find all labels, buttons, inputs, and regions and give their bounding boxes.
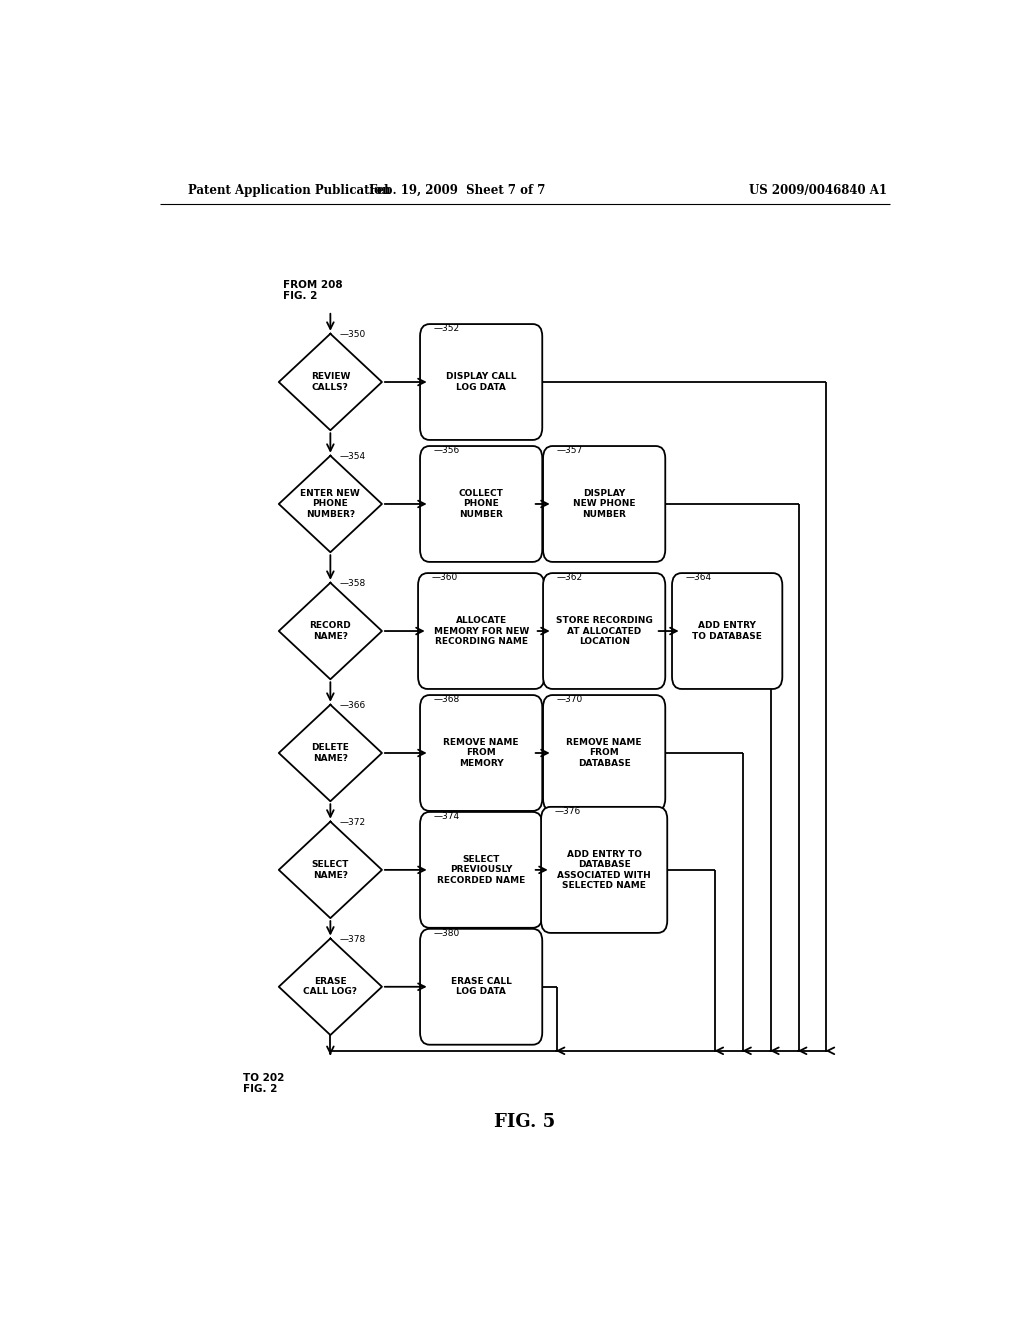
Text: RECORD
NAME?: RECORD NAME?: [309, 622, 351, 640]
Text: REMOVE NAME
FROM
DATABASE: REMOVE NAME FROM DATABASE: [566, 738, 642, 768]
Text: —364: —364: [685, 573, 712, 582]
FancyBboxPatch shape: [543, 696, 666, 810]
Text: DELETE
NAME?: DELETE NAME?: [311, 743, 349, 763]
Text: ALLOCATE
MEMORY FOR NEW
RECORDING NAME: ALLOCATE MEMORY FOR NEW RECORDING NAME: [433, 616, 528, 645]
Text: ERASE CALL
LOG DATA: ERASE CALL LOG DATA: [451, 977, 512, 997]
FancyBboxPatch shape: [543, 446, 666, 562]
Polygon shape: [279, 582, 382, 680]
Text: —358: —358: [340, 579, 367, 587]
Text: TO 202
FIG. 2: TO 202 FIG. 2: [243, 1073, 285, 1094]
FancyBboxPatch shape: [420, 812, 543, 928]
Text: Patent Application Publication: Patent Application Publication: [187, 183, 390, 197]
Text: —368: —368: [433, 696, 460, 704]
Text: —372: —372: [340, 817, 366, 826]
Text: SELECT
PREVIOUSLY
RECORDED NAME: SELECT PREVIOUSLY RECORDED NAME: [437, 855, 525, 884]
Text: —354: —354: [340, 451, 366, 461]
Text: REMOVE NAME
FROM
MEMORY: REMOVE NAME FROM MEMORY: [443, 738, 519, 768]
Text: STORE RECORDING
AT ALLOCATED
LOCATION: STORE RECORDING AT ALLOCATED LOCATION: [556, 616, 652, 645]
Text: Feb. 19, 2009  Sheet 7 of 7: Feb. 19, 2009 Sheet 7 of 7: [370, 183, 546, 197]
Text: ADD ENTRY TO
DATABASE
ASSOCIATED WITH
SELECTED NAME: ADD ENTRY TO DATABASE ASSOCIATED WITH SE…: [557, 850, 651, 890]
Polygon shape: [279, 334, 382, 430]
Text: DISPLAY
NEW PHONE
NUMBER: DISPLAY NEW PHONE NUMBER: [572, 490, 636, 519]
Text: —376: —376: [555, 807, 581, 816]
FancyBboxPatch shape: [541, 807, 668, 933]
Text: —350: —350: [340, 330, 367, 339]
Text: US 2009/0046840 A1: US 2009/0046840 A1: [750, 183, 888, 197]
FancyBboxPatch shape: [418, 573, 544, 689]
Text: ENTER NEW
PHONE
NUMBER?: ENTER NEW PHONE NUMBER?: [300, 490, 360, 519]
Text: —356: —356: [433, 446, 460, 455]
Polygon shape: [279, 939, 382, 1035]
Polygon shape: [279, 455, 382, 552]
FancyBboxPatch shape: [543, 573, 666, 689]
Text: —370: —370: [556, 696, 583, 704]
FancyBboxPatch shape: [672, 573, 782, 689]
Text: FIG. 5: FIG. 5: [495, 1113, 555, 1131]
Text: DISPLAY CALL
LOG DATA: DISPLAY CALL LOG DATA: [445, 372, 516, 392]
Text: —357: —357: [556, 446, 583, 455]
FancyBboxPatch shape: [420, 929, 543, 1044]
FancyBboxPatch shape: [420, 325, 543, 440]
Text: —352: —352: [433, 325, 460, 333]
Text: —380: —380: [433, 929, 460, 939]
Text: —360: —360: [431, 573, 458, 582]
Text: SELECT
NAME?: SELECT NAME?: [311, 861, 349, 879]
FancyBboxPatch shape: [420, 696, 543, 810]
Text: —378: —378: [340, 935, 367, 944]
Text: ADD ENTRY
TO DATABASE: ADD ENTRY TO DATABASE: [692, 622, 762, 640]
FancyBboxPatch shape: [420, 446, 543, 562]
Text: ERASE
CALL LOG?: ERASE CALL LOG?: [303, 977, 357, 997]
Text: —366: —366: [340, 701, 367, 710]
Text: FROM 208
FIG. 2: FROM 208 FIG. 2: [283, 280, 342, 301]
Text: —362: —362: [556, 573, 583, 582]
Text: REVIEW
CALLS?: REVIEW CALLS?: [310, 372, 350, 392]
Text: COLLECT
PHONE
NUMBER: COLLECT PHONE NUMBER: [459, 490, 504, 519]
Polygon shape: [279, 821, 382, 919]
Polygon shape: [279, 705, 382, 801]
Text: —374: —374: [433, 812, 460, 821]
